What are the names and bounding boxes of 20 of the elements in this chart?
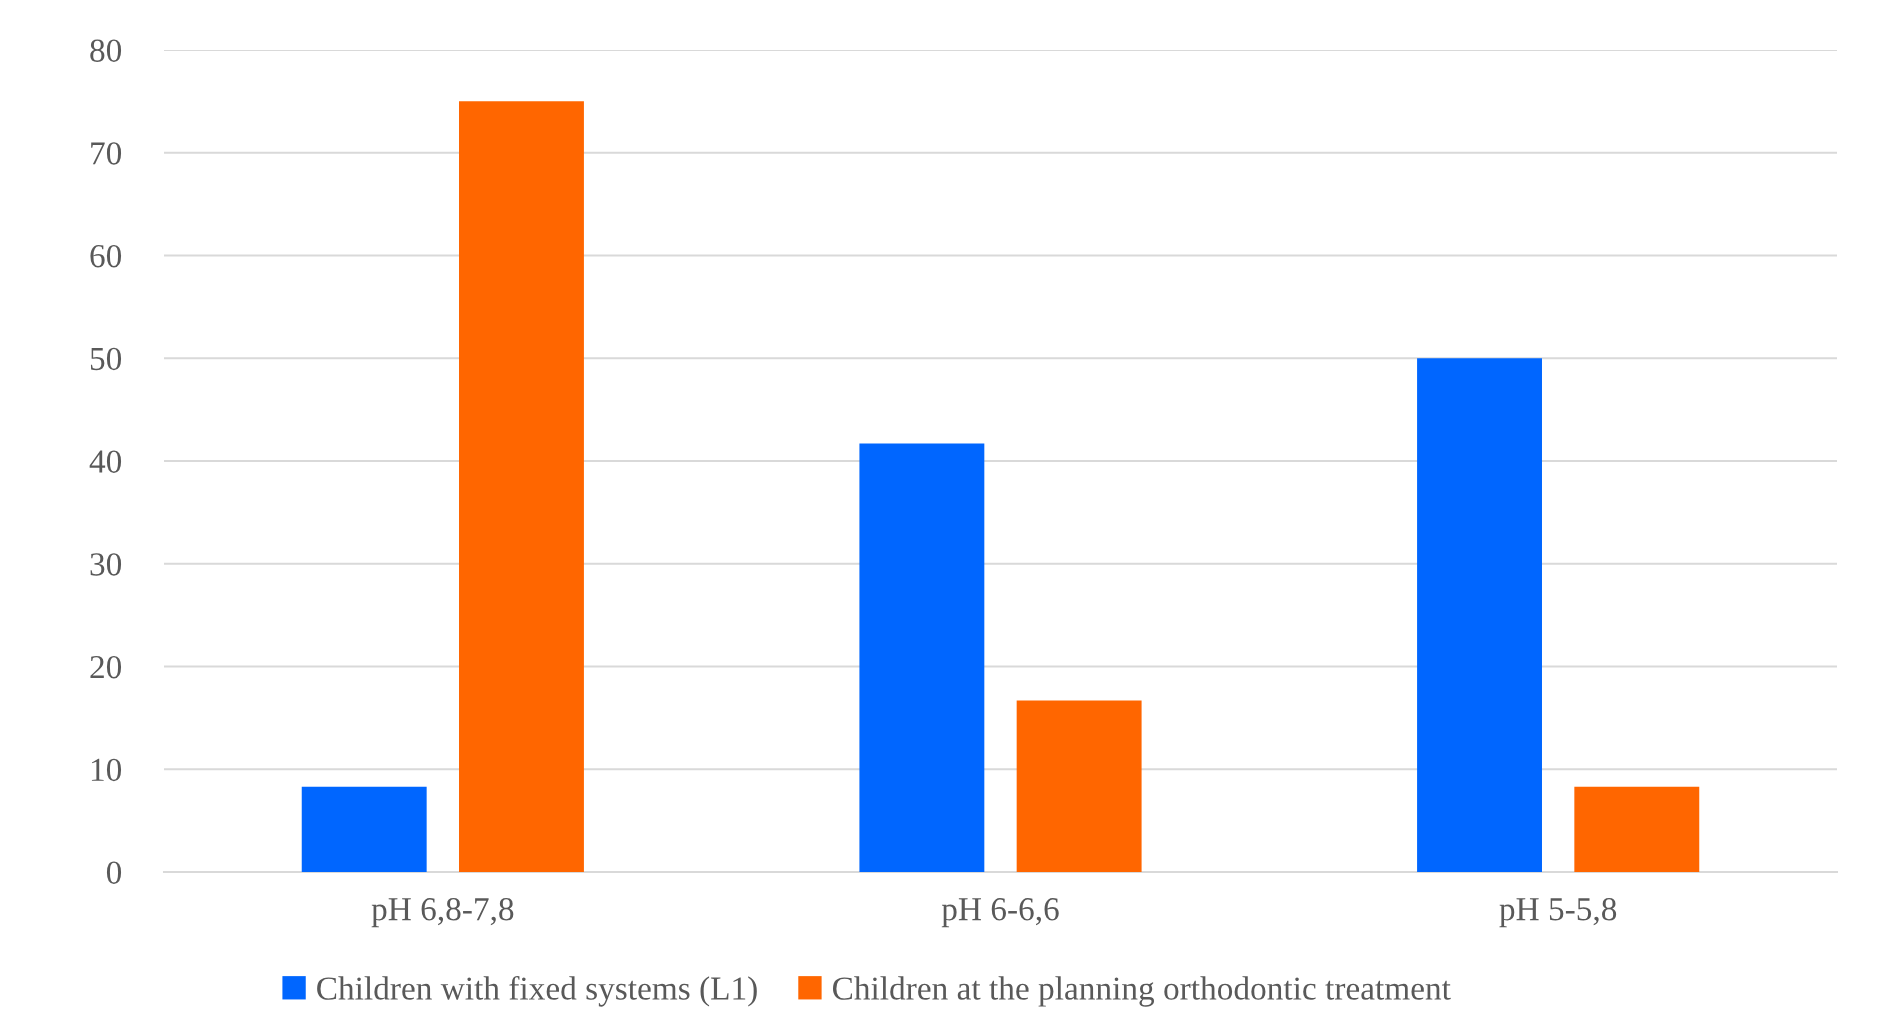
bar — [1016, 700, 1142, 872]
y-tick-label: 0 — [106, 861, 122, 884]
x-tick-label: pH 6,8-7,8 — [371, 897, 514, 928]
x-tick-label: pH 5-5,8 — [1499, 897, 1617, 928]
y-tick-label: 70 — [91, 142, 122, 165]
y-tick-label: 10 — [91, 758, 122, 782]
bar — [1574, 786, 1700, 872]
y-tick-label: 50 — [90, 347, 122, 371]
y-tick-label: 30 — [90, 553, 122, 576]
y-tick-label: 80 — [90, 39, 122, 62]
legend-label: Children at the planning orthodontic treatment — [832, 976, 1451, 1007]
bar — [1417, 358, 1542, 872]
bar — [859, 443, 985, 872]
y-tick-label: 20 — [90, 655, 122, 679]
legend-label: Children with fixed systems (L1) — [317, 975, 757, 1007]
y-tick-label: 60 — [90, 244, 122, 268]
y-tick-label: 40 — [89, 450, 122, 473]
bar — [301, 786, 427, 872]
bar — [459, 101, 584, 872]
x-tick-label: pH 6-6,6 — [941, 898, 1059, 928]
